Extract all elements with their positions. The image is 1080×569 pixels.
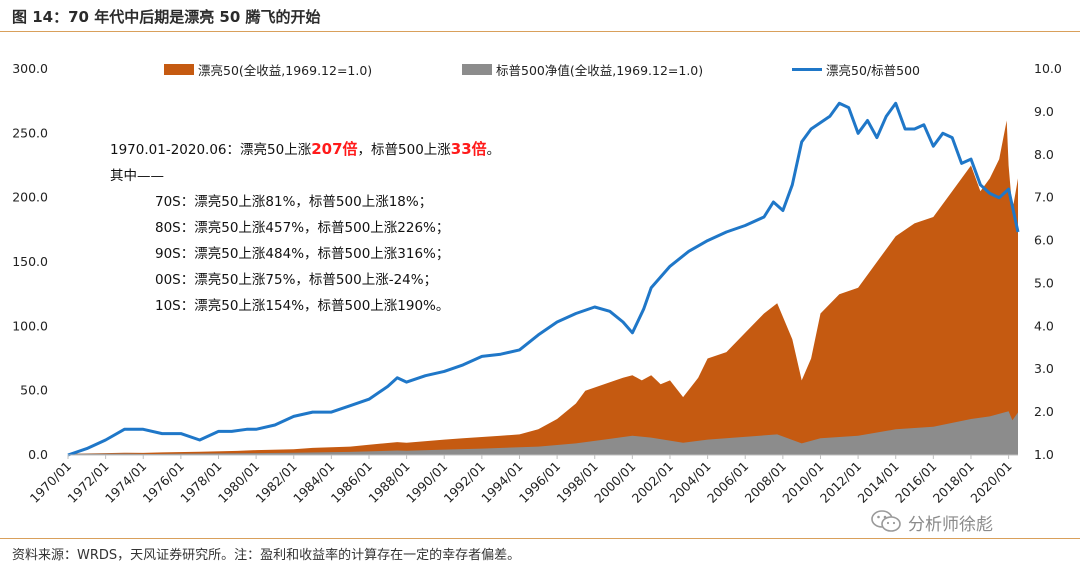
annotation-summary-a: 1970.01-2020.06：漂亮50上涨 <box>110 142 312 158</box>
y-right-tick-label: 10.0 <box>1034 61 1062 76</box>
y-right-tick-label: 7.0 <box>1034 190 1054 205</box>
y-left-tick-label: 0.0 <box>28 447 48 462</box>
annotation-decade-10s: 10S：漂亮50上涨154%，标普500上涨190%。 <box>155 298 450 314</box>
annotation-summary-c: ，标普500上涨 <box>357 142 451 158</box>
legend-label-sp500: 标普500净值(全收益,1969.12=1.0) <box>496 63 704 78</box>
wechat-icon <box>871 510 901 532</box>
annotation-decade-70s: 70S：漂亮50上涨81%，标普500上涨18%； <box>155 194 433 210</box>
y-right-tick-label: 2.0 <box>1034 404 1054 419</box>
title-divider <box>0 31 1080 32</box>
y-left-tick-label: 150.0 <box>12 254 48 269</box>
annotation-nifty-multiple: 207倍 <box>311 140 358 158</box>
source-note: 资料来源：WRDS，天风证券研究所。注：盈利和收益率的计算存在一定的幸存者偏差。 <box>12 548 521 563</box>
y-left-ticks: 0.0 50.0 100.0 150.0 200.0 250.0 300.0 <box>12 61 48 462</box>
annotation-decade-00s: 00S：漂亮50上涨75%，标普500上涨-24%； <box>155 272 438 288</box>
chart-areas <box>68 120 1018 455</box>
y-right-tick-label: 4.0 <box>1034 318 1054 333</box>
annotation-summary-e: 。 <box>486 142 501 158</box>
y-left-tick-label: 50.0 <box>20 383 48 398</box>
y-left-tick-label: 300.0 <box>12 61 48 76</box>
legend-label-ratio: 漂亮50/标普500 <box>826 63 920 78</box>
legend-item-sp500: 标普500净值(全收益,1969.12=1.0) <box>462 60 703 79</box>
annotation-intro: 其中—— <box>110 168 164 184</box>
series-area-nifty50 <box>68 120 1018 455</box>
legend-item-ratio: 漂亮50/标普500 <box>792 60 920 79</box>
legend-swatch-nifty50 <box>164 64 194 75</box>
watermark-text: 分析师徐彪 <box>908 515 993 535</box>
y-right-tick-label: 3.0 <box>1034 361 1054 376</box>
y-left-tick-label: 100.0 <box>12 318 48 333</box>
y-right-tick-label: 8.0 <box>1034 147 1054 162</box>
annotation-decade-90s: 90S：漂亮50上涨484%，标普500上涨316%； <box>155 246 450 262</box>
legend-swatch-ratio <box>792 68 822 71</box>
x-ticks: 1970/011972/011974/011976/011978/011980/… <box>27 455 1015 506</box>
y-right-tick-label: 6.0 <box>1034 233 1054 248</box>
y-right-tick-label: 1.0 <box>1034 447 1054 462</box>
legend-swatch-sp500 <box>462 64 492 75</box>
annotation-decade-80s: 80S：漂亮50上涨457%，标普500上涨226%； <box>155 220 450 236</box>
y-left-tick-label: 200.0 <box>12 190 48 205</box>
legend-item-nifty50: 漂亮50(全收益,1969.12=1.0) <box>164 60 372 79</box>
annotation-summary: 1970.01-2020.06：漂亮50上涨207倍，标普500上涨33倍。 <box>110 138 500 159</box>
x-tick-label: 2020/01 <box>967 459 1014 506</box>
source-divider <box>0 538 1080 539</box>
series-line-ratio <box>67 101 1020 457</box>
annotation-sp-multiple: 33倍 <box>450 140 487 158</box>
y-right-tick-label: 9.0 <box>1034 104 1054 119</box>
legend-label-nifty50: 漂亮50(全收益,1969.12=1.0) <box>198 63 373 78</box>
y-left-tick-label: 250.0 <box>12 125 48 140</box>
y-right-ticks: 1.0 2.0 3.0 4.0 5.0 6.0 7.0 8.0 9.0 10.0 <box>1034 61 1062 462</box>
figure-title: 图 14：70 年代中后期是漂亮 50 腾飞的开始 <box>12 8 321 26</box>
y-right-tick-label: 5.0 <box>1034 275 1054 290</box>
series-area-sp500 <box>68 411 1018 455</box>
